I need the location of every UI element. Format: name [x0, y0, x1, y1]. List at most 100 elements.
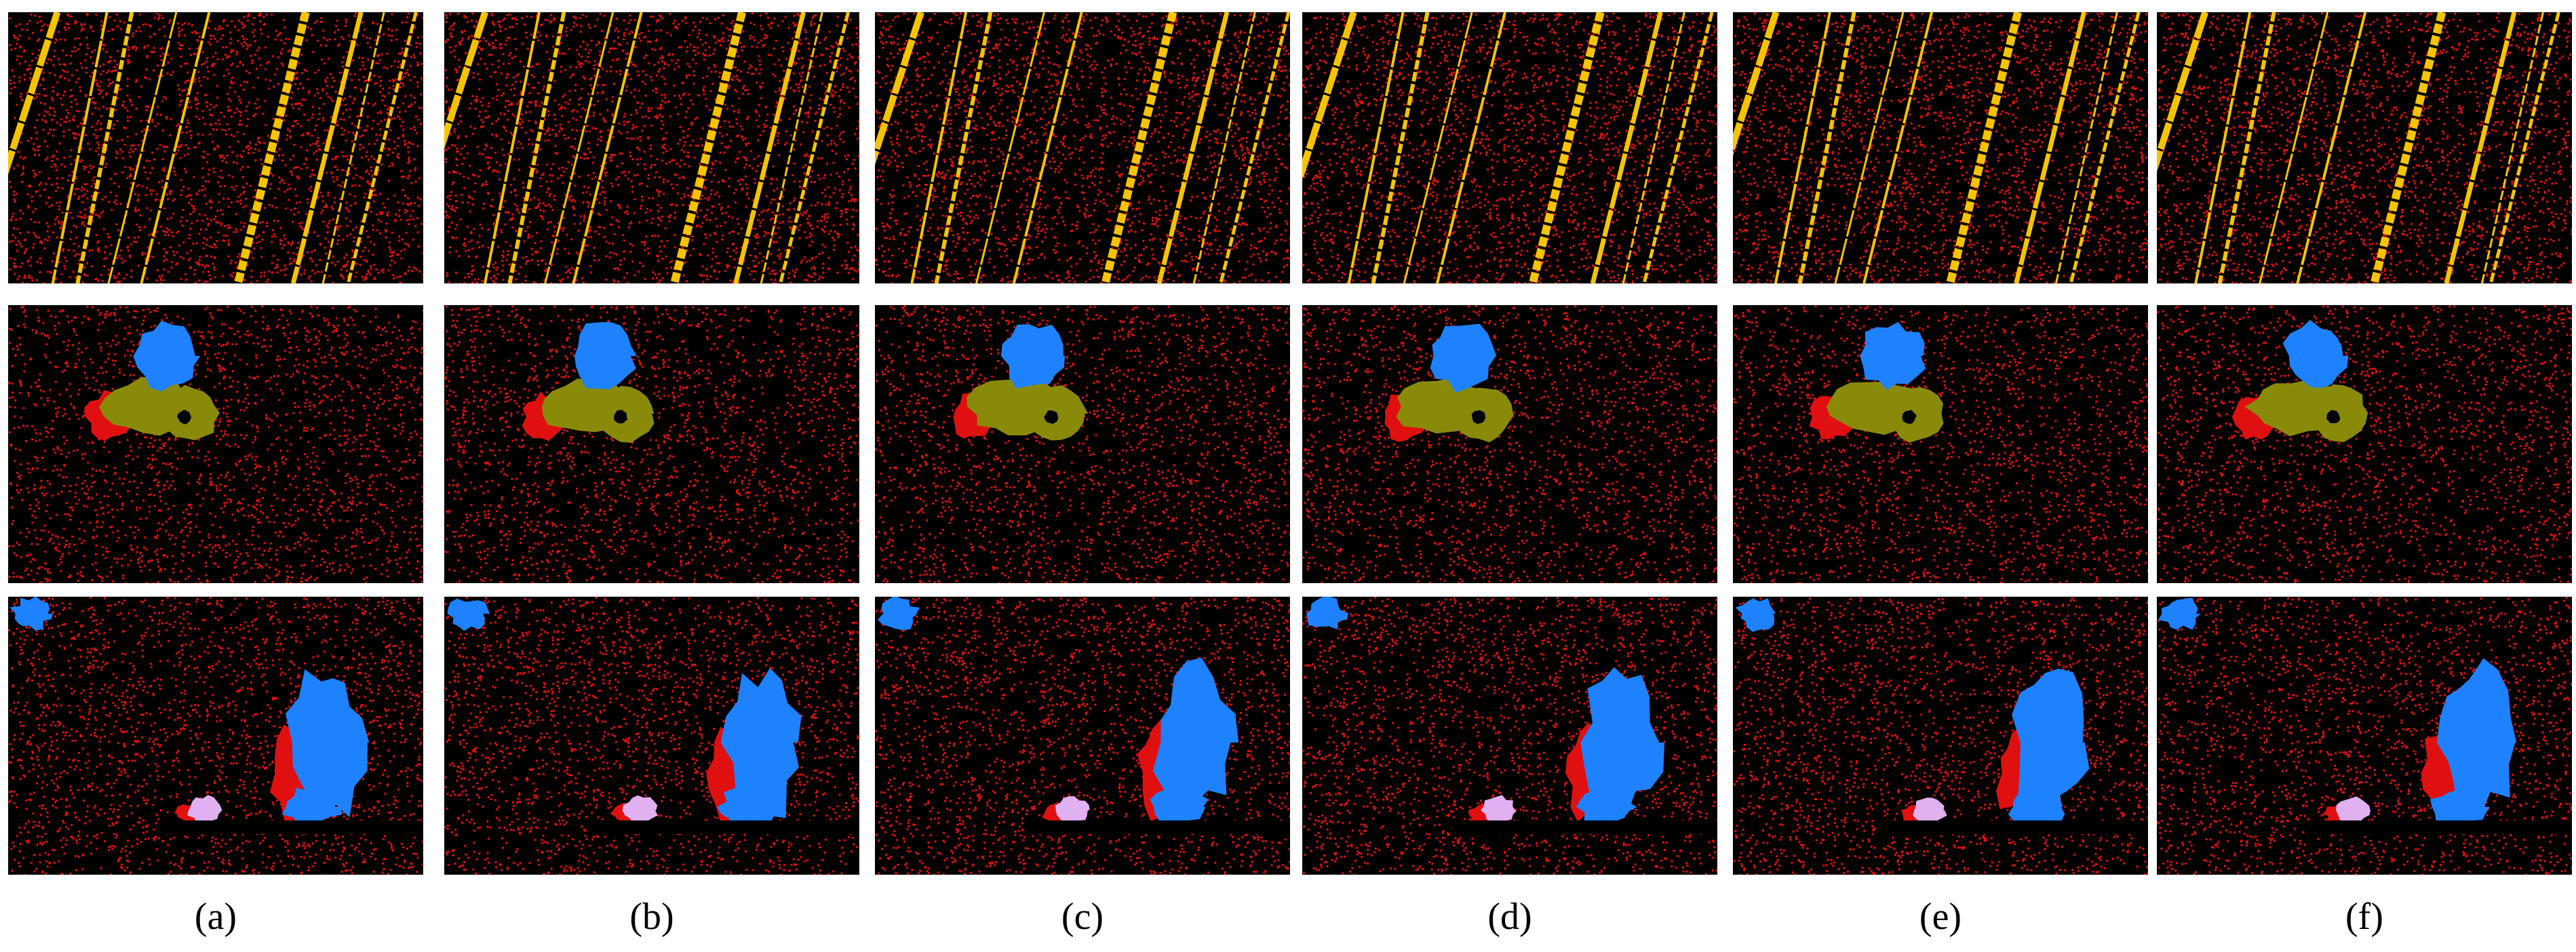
object-pink [2336, 796, 2370, 824]
event-frame [8, 305, 423, 583]
event-streak [2259, 12, 2329, 283]
panel-streaks [875, 12, 1290, 283]
event-streak [2217, 12, 2276, 283]
object-blue-small [2158, 597, 2201, 630]
object-blue [281, 787, 343, 828]
dark-band [593, 820, 859, 834]
panel-multi-objects [8, 597, 423, 875]
event-streak [1302, 12, 1357, 182]
event-streak [444, 12, 489, 149]
event-streak [2296, 12, 2367, 283]
panel-multi-objects [2157, 597, 2572, 875]
event-frame [1733, 12, 2148, 283]
object-blue [285, 669, 370, 818]
event-streak [934, 12, 993, 283]
panel-two-objects [1733, 305, 2148, 583]
noise-dots [1733, 12, 2148, 283]
object-hole [2326, 410, 2341, 424]
event-frame [444, 597, 859, 875]
event-streak [346, 12, 418, 283]
event-streak [1590, 12, 1663, 283]
object-blue [133, 321, 201, 392]
noise-dots [1733, 305, 2148, 583]
panel-caption: (e) [1919, 896, 1962, 938]
event-streak [484, 12, 541, 283]
object-pink [1055, 796, 1090, 823]
event-frame [444, 12, 859, 283]
object-blue [2430, 790, 2490, 829]
event-frame [8, 12, 423, 283]
event-streak [733, 12, 806, 283]
event-streak [760, 12, 823, 283]
event-streak [140, 12, 211, 283]
object-pink [622, 795, 658, 825]
event-streak [2054, 12, 2118, 283]
object-pink [1913, 797, 1947, 825]
object-blue [720, 668, 802, 818]
event-streak [875, 12, 924, 165]
panel-two-objects [8, 305, 423, 583]
noise-dots [2157, 305, 2572, 583]
event-streak [1733, 12, 1780, 156]
figure-column: (d) [1302, 0, 1717, 952]
event-streak [51, 12, 109, 283]
panel-multi-objects [1302, 597, 1717, 875]
panel-two-objects [444, 305, 859, 583]
panel-streaks [2157, 12, 2572, 283]
object-blue [2012, 669, 2090, 812]
event-streak [1403, 12, 1473, 283]
event-streak [321, 12, 385, 283]
event-streak [1834, 12, 1905, 283]
event-streak [1642, 12, 1714, 283]
panel-caption: (d) [1487, 896, 1532, 938]
event-frame [2157, 305, 2572, 583]
noise-dots [444, 12, 859, 283]
object-blue [1150, 786, 1209, 828]
event-streak [572, 12, 643, 283]
event-streak [1797, 12, 1856, 283]
event-streak [2489, 12, 2560, 283]
object-olive [1458, 387, 1515, 443]
event-streak [1192, 12, 1256, 283]
noise-dots [875, 12, 1290, 283]
figure-column: (a) [8, 0, 423, 952]
noise-dots [1302, 12, 1717, 283]
event-streak [2014, 12, 2087, 283]
panel-caption: (f) [2345, 896, 2383, 938]
event-streak [2444, 12, 2517, 283]
event-streak [1101, 12, 1177, 283]
event-streak [107, 12, 178, 283]
object-pink [187, 795, 222, 825]
event-streak [1012, 12, 1083, 283]
object-blue [1152, 657, 1239, 801]
object-blue [1576, 787, 1637, 826]
figure-column: (c) [875, 0, 1290, 952]
figure-column: (e) [1733, 0, 2148, 952]
event-frame [1302, 12, 1717, 283]
event-streak [290, 12, 364, 283]
object-blue [1000, 324, 1066, 389]
event-streak [779, 12, 850, 283]
object-blue-small [1735, 598, 1776, 632]
event-frame [875, 12, 1290, 283]
event-streak [1219, 12, 1290, 283]
event-streak [8, 12, 61, 175]
event-streak [2370, 12, 2446, 283]
event-streak [1156, 12, 1230, 283]
event-streak [2157, 12, 2209, 172]
event-streak [2069, 12, 2141, 283]
event-frame [875, 597, 1290, 875]
event-streak [975, 12, 1045, 283]
object-hole [177, 410, 192, 424]
event-streak [1946, 12, 2022, 283]
event-frame [8, 597, 423, 875]
object-blue-small [9, 597, 53, 631]
object-olive [1027, 385, 1089, 441]
object-blue-small [1306, 597, 1350, 630]
noise-dots [8, 305, 423, 583]
event-frame [1733, 305, 2148, 583]
panel-two-objects [2157, 305, 2572, 583]
noise-dots [875, 305, 1290, 583]
dark-band [1024, 820, 1290, 834]
